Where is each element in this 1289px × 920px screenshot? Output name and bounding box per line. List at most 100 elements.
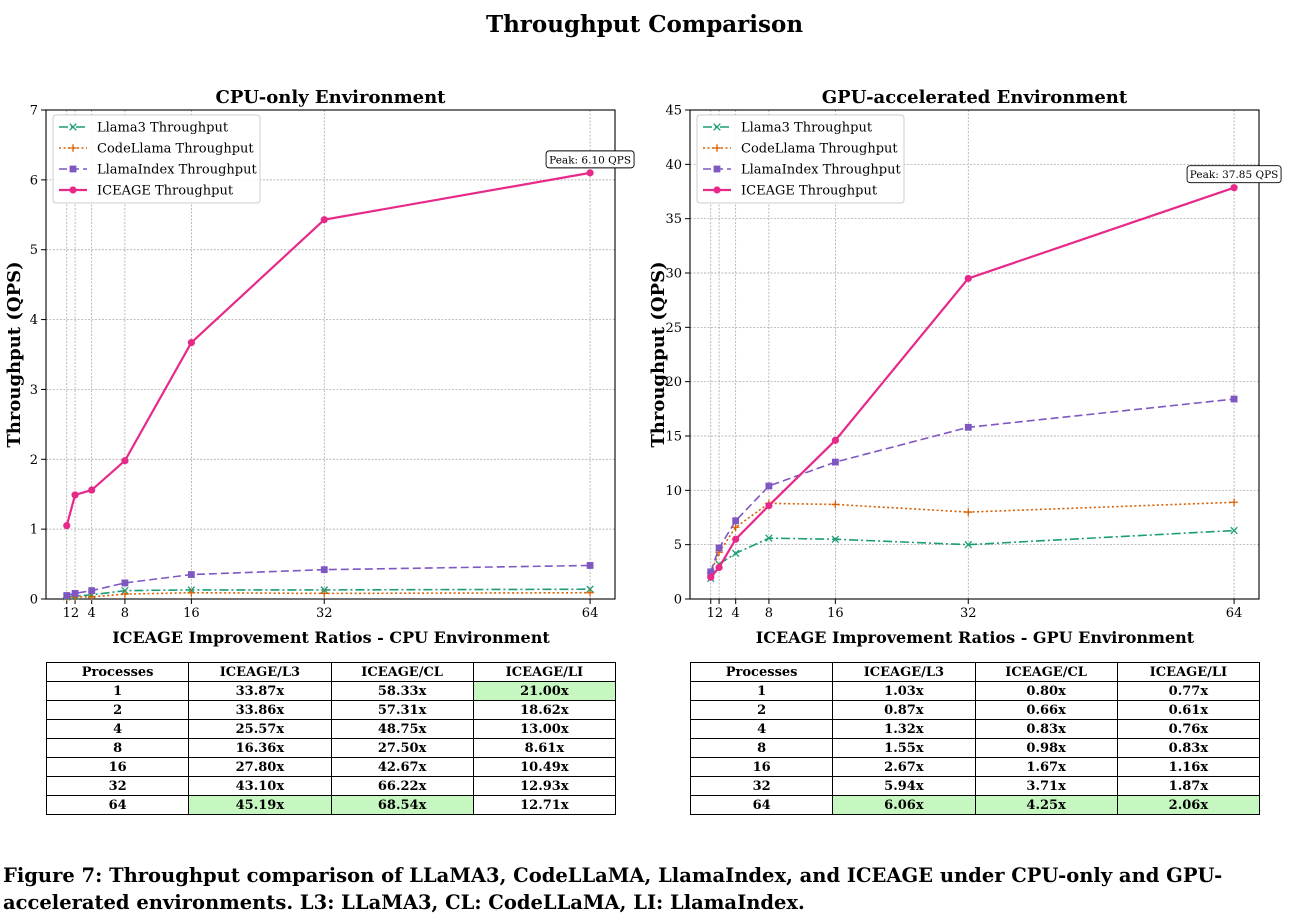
gpu-legend-marker-codellama [713,144,721,152]
table-cell: 33.86x [188,700,332,720]
table-cell: 0.83x [974,719,1118,739]
table-cell: 0.80x [974,681,1118,701]
gpu-ytick-label: 25 [665,321,682,336]
gpu-iceage-point [732,535,740,543]
table-cell: 2.06x [1116,795,1261,815]
gpu-legend-label: ICEAGE Throughput [741,184,878,199]
cpu-ytick-label: 0 [30,593,38,608]
cpu-legend-label: ICEAGE Throughput [97,184,234,199]
cpu-series-llamaindex [63,562,594,599]
table-cell: 10.49x [472,757,617,777]
gpu-legend-label: LlamaIndex Throughput [741,163,901,178]
table-cell: 32 [45,776,190,796]
cpu-llamaindex-point [63,592,71,599]
table-cell: 66.22x [330,776,474,796]
table-header-cell: ICEAGE/LI [1116,662,1261,682]
table-cell: 8 [689,738,834,758]
gpu-iceage-point [1230,184,1238,192]
table-row: 1 1.03x 0.80x 0.77x [689,681,1261,701]
cpu-xtick-label: 32 [316,606,333,621]
table-cell: 64 [689,795,834,815]
table-cell: 1.55x [832,738,976,758]
gpu-codellama-point [964,508,973,516]
gpu-iceage-point [715,563,723,572]
gpu-legend-marker-llama3 [713,123,721,131]
table-cell: 58.33x [330,681,474,701]
table-cell: 8 [45,738,190,758]
table-cell: 3.71x [974,776,1118,796]
cpu-llamaindex-point [88,587,96,595]
cpu-iceage-point [88,486,96,494]
gpu-xtick-label: 64 [1226,606,1243,621]
cpu-legend-box [52,114,261,204]
table-header-cell: ICEAGE/L3 [832,662,976,682]
cpu-codellama-point [320,589,329,598]
figure-title: Throughput Comparison [485,11,804,38]
gpu-xtick-label: 16 [827,606,844,621]
cpu-peak-label: Peak: 6.10 QPS [549,154,631,166]
table-cell: 1.16x [1116,757,1261,777]
cpu-llamaindex-point [121,579,129,587]
cpu-legend: Llama3 Throughput CodeLlama Throughput Lla… [52,114,261,204]
table-cell: 12.71x [472,795,617,815]
gpu-table-title: ICEAGE Improvement Ratios - GPU Environm… [755,628,1195,647]
table-cell: 32 [689,776,834,796]
gpu-xtick-label: 2 [715,606,723,621]
cpu-iceage-point [63,522,71,530]
gpu-codellama-point [831,500,840,509]
cpu-peak-annotation: Peak: 6.10 QPS [545,150,635,169]
cpu-llamaindex-line [66,564,591,597]
table-header-cell: Processes [689,662,834,682]
gpu-ylabel: Throughput (QPS) [648,261,669,447]
table-cell: 25.57x [188,719,332,739]
cpu-legend-label: Llama3 Throughput [97,121,229,136]
gpu-series-codellama [706,498,1238,577]
cpu-xtick-label: 4 [88,606,96,621]
gpu-ytick-label: 5 [674,538,682,553]
cpu-legend-label: CodeLlama Throughput [97,142,254,157]
table-header-row: Processes ICEAGE/L3 ICEAGE/CL ICEAGE/LI [689,662,1261,682]
table-row: 8 1.55x 0.98x 0.83x [689,738,1261,758]
cpu-ytick-label: 5 [30,243,38,258]
gpu-legend-marker-iceage [713,186,721,194]
cpu-legend-marker-llama3 [69,123,77,131]
table-cell: 0.61x [1116,700,1261,720]
cpu-codellama-point [586,588,594,597]
cpu-legend-marker-codellama [69,144,77,152]
table-cell: 1.87x [1116,776,1261,796]
cpu-llamaindex-point [71,590,79,597]
table-row: 2 33.86x 57.31x 18.62x [45,700,617,720]
cpu-xtick-label: 64 [582,606,599,621]
table-row: 8 16.36x 27.50x 8.61x [45,738,617,758]
gpu-llamaindex-point [765,482,773,490]
gpu-iceage-point [765,501,773,510]
gpu-llama3-line [710,529,1235,579]
gpu-series-llamaindex [707,395,1238,576]
figure-caption: Figure 7: Throughput comparison of LLaMA… [3,864,1223,914]
table-row: 1 33.87x 58.33x 21.00x [45,681,617,701]
table-cell: 0.77x [1116,681,1261,701]
gpu-iceage-line [709,186,1235,578]
table-cell: 2 [689,700,834,720]
gpu-plot-frame [689,109,1260,600]
table-cell: 0.76x [1116,719,1261,739]
gpu-codellama-point [1230,498,1238,507]
table-cell: 45.19x [188,795,332,815]
gpu-ytick-label: 20 [665,375,682,390]
cpu-series-iceage [63,169,594,530]
table-cell: 5.94x [832,776,976,796]
gpu-llama3-point [731,549,740,558]
gpu-ytick-label: 45 [665,104,682,119]
gpu-series-llama3 [707,526,1238,583]
table-cell: 1.67x [974,757,1118,777]
table-row: 4 1.32x 0.83x 0.76x [689,719,1261,739]
cpu-ytick-label: 7 [30,104,38,119]
table-cell: 4 [45,719,190,739]
table-cell: 0.83x [1116,738,1261,758]
table-cell: 16 [689,757,834,777]
table-cell: 16.36x [188,738,332,758]
table-row: 16 2.67x 1.67x 1.16x [689,757,1261,777]
table-row: 64 6.06x 4.25x 2.06x [689,795,1261,815]
table-header-row: Processes ICEAGE/L3 ICEAGE/CL ICEAGE/LI [45,662,617,682]
